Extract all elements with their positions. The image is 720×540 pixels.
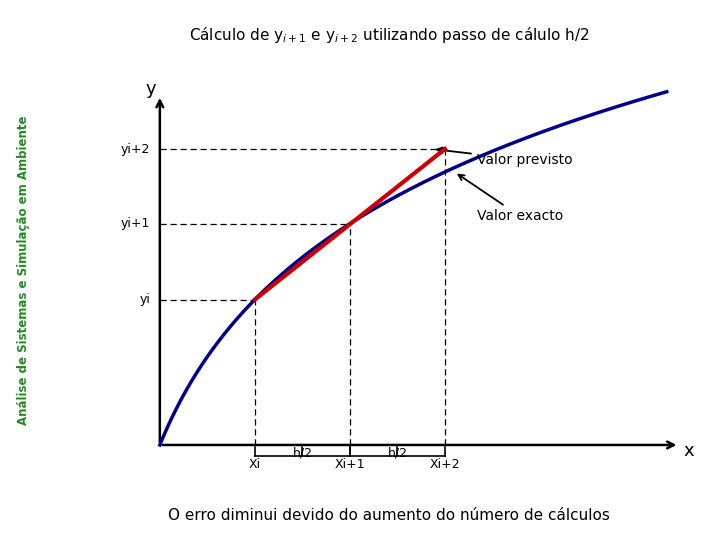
Text: Cálculo de y$_{i+1}$ e y$_{i+2}$ utilizando passo de cálulo h/2: Cálculo de y$_{i+1}$ e y$_{i+2}$ utiliza… <box>189 25 589 45</box>
Text: Valor previsto: Valor previsto <box>437 147 572 167</box>
Text: O erro diminui devido do aumento do número de cálculos: O erro diminui devido do aumento do núme… <box>168 508 610 523</box>
Text: Xi: Xi <box>249 458 261 471</box>
Text: Valor exacto: Valor exacto <box>459 174 563 223</box>
Text: yi+1: yi+1 <box>121 217 150 230</box>
Text: Análise de Sistemas e Simulação em Ambiente: Análise de Sistemas e Simulação em Ambie… <box>17 115 30 425</box>
Text: x: x <box>683 442 694 461</box>
Text: Xi+2: Xi+2 <box>430 458 460 471</box>
Text: Xi+1: Xi+1 <box>335 458 365 471</box>
Text: y: y <box>145 79 156 98</box>
Text: h/2: h/2 <box>387 446 408 459</box>
Text: yi: yi <box>140 293 150 306</box>
Text: h/2: h/2 <box>292 446 312 459</box>
Text: yi+2: yi+2 <box>121 143 150 156</box>
